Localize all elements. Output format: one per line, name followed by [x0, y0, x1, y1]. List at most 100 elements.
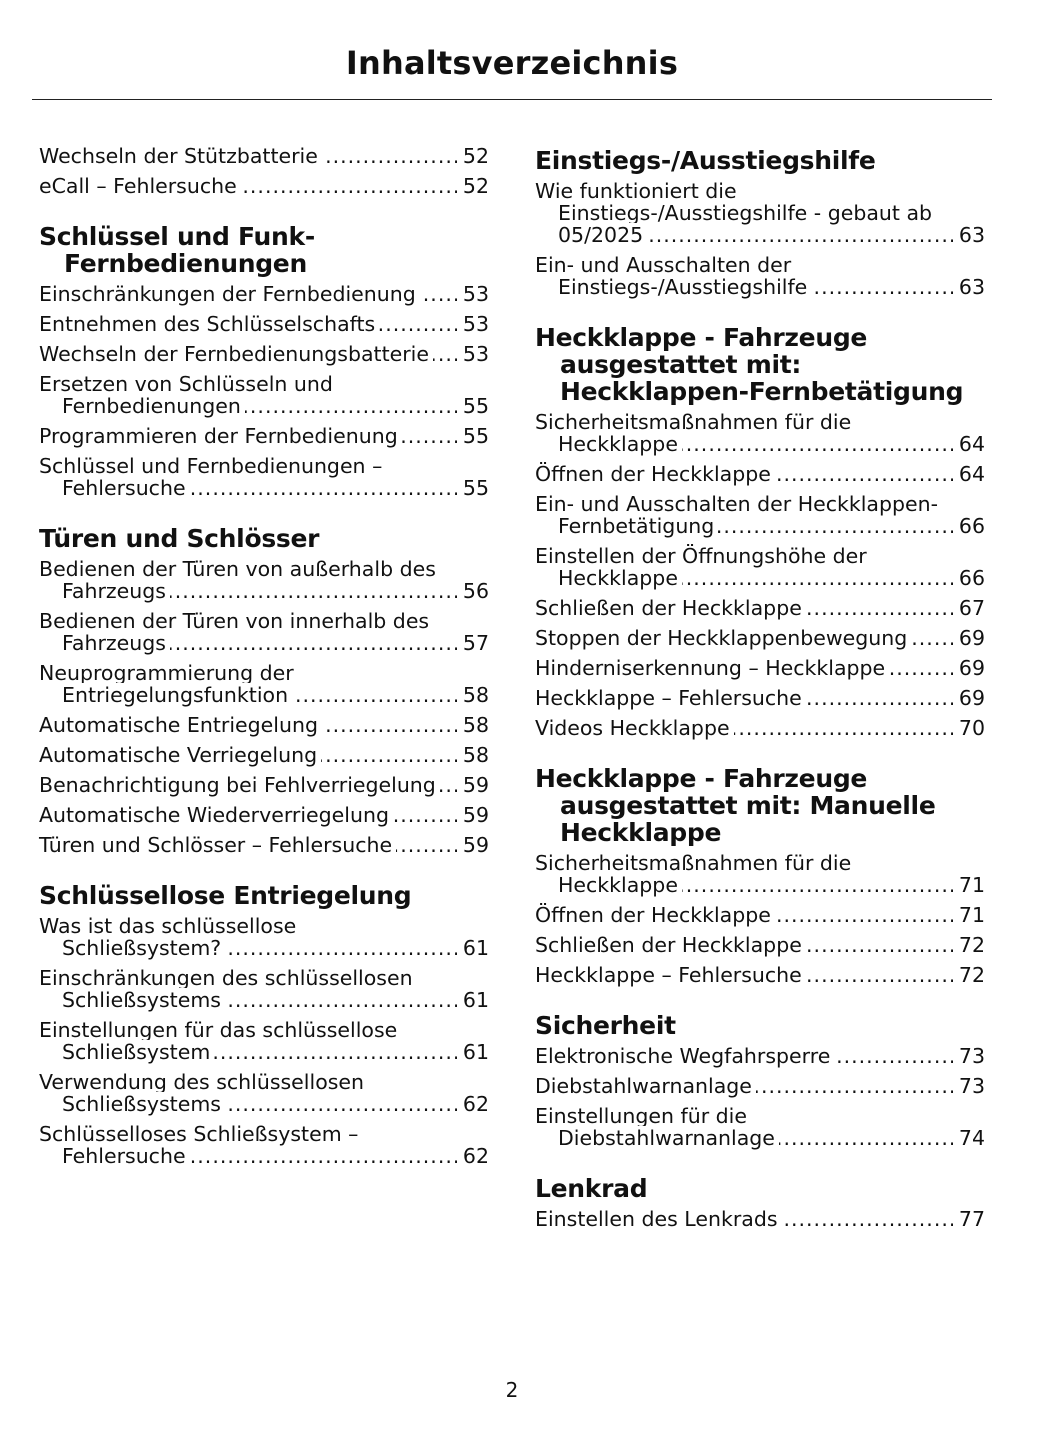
dot-leader: ........................................…: [558, 224, 953, 246]
section-heading: Schlüssellose Entriegelung: [39, 881, 412, 910]
entry-page: 73: [958, 1074, 985, 1098]
title-rule: [32, 99, 992, 100]
entry-title: Automatische Entriegelung: [39, 713, 322, 737]
section-heading: Heckklappe - Fahrzeuge ausgestattet mit:…: [535, 764, 936, 847]
toc-entry[interactable]: Hinderniserkennung – Heckklappe.........…: [535, 656, 985, 680]
entry-page: 73: [958, 1044, 985, 1068]
entry-page: 64: [958, 462, 985, 486]
entry-page: 67: [958, 596, 985, 620]
toc-entry[interactable]: Einschränkungen des schlüssellosen Schli…: [39, 966, 489, 1012]
toc-entry[interactable]: Schlüsselloses Schließsystem – Fehlersuc…: [39, 1122, 489, 1168]
toc-entry[interactable]: Einstellen der Öffnungshöhe der Heckklap…: [535, 544, 985, 590]
entry-page: 53: [462, 342, 489, 366]
page-title: Inhaltsverzeichnis: [345, 44, 679, 82]
toc-entry[interactable]: Was ist das schlüssellose Schließsystem?…: [39, 914, 489, 960]
entry-title: Wechseln der Stützbatterie: [39, 144, 322, 168]
entry-page: 69: [958, 626, 985, 650]
section-heading: Lenkrad: [535, 1174, 648, 1203]
entry-title: Elektronische Wegfahrsperre: [535, 1044, 835, 1068]
section-heading: Heckklappe - Fahrzeuge ausgestattet mit:…: [535, 323, 964, 406]
entry-page: 62: [462, 1092, 489, 1116]
toc-entry[interactable]: Sicherheitsmaßnahmen für die Heckklappe.…: [535, 851, 985, 897]
entry-page: 61: [462, 1040, 489, 1064]
toc-entry[interactable]: Heckklappe – Fehlersuche................…: [535, 686, 985, 710]
toc-entry[interactable]: Bedienen der Türen von innerhalb des Fah…: [39, 609, 489, 655]
entry-page: 55: [462, 394, 489, 418]
toc-entry[interactable]: Einstellen des Lenkrads.................…: [535, 1207, 985, 1231]
toc-entry[interactable]: Diebstahlwarnanlage.....................…: [535, 1074, 985, 1098]
entry-title: Automatische Verriegelung: [39, 743, 322, 767]
toc-section: Schlüssellose Entriegelung Was ist das sc…: [39, 881, 489, 1168]
entry-title: Ein- und Ausschalten der Einstiegs-/Auss…: [535, 253, 812, 299]
toc-section: Schlüssel und Funk-Fernbedienungen Einsch…: [39, 222, 489, 500]
toc-entry[interactable]: Öffnen der Heckklappe...................…: [535, 903, 985, 927]
toc-entry[interactable]: Ein- und Ausschalten der Heckklappen-Fer…: [535, 492, 985, 538]
toc-entry[interactable]: Verwendung des schlüssellosen Schließsys…: [39, 1070, 489, 1116]
entry-title: Stoppen der Heckklappenbewegung: [535, 626, 912, 650]
entry-page: 58: [462, 683, 489, 707]
entry-page: 59: [462, 833, 489, 857]
toc-entry[interactable]: Programmieren der Fernbedienung.........…: [39, 424, 489, 448]
entry-title: Diebstahlwarnanlage: [535, 1074, 756, 1098]
toc-entry[interactable]: Schlüssel und Fernbedienungen – Fehlersu…: [39, 454, 489, 500]
entry-page: 64: [958, 432, 985, 456]
toc-entry[interactable]: Ein- und Ausschalten der Einstiegs-/Auss…: [535, 253, 985, 299]
toc-entry[interactable]: Wie funktioniert die Einstiegs-/Ausstieg…: [535, 179, 985, 247]
entry-title: Entnehmen des Schlüsselschafts: [39, 312, 380, 336]
entry-title: Öffnen der Heckklappe: [535, 462, 775, 486]
toc-entry[interactable]: Einstellungen für das schlüssellose Schl…: [39, 1018, 489, 1064]
toc-entry[interactable]: Automatische Wiederverriegelung.........…: [39, 803, 489, 827]
toc-section: Wechseln der Stützbatterie..............…: [39, 144, 489, 198]
entry-page: 55: [462, 476, 489, 500]
entry-page: 61: [462, 936, 489, 960]
entry-page: 74: [958, 1126, 985, 1150]
toc-entry[interactable]: Bedienen der Türen von außerhalb des Fah…: [39, 557, 489, 603]
toc-section: Heckklappe - Fahrzeuge ausgestattet mit:…: [535, 764, 985, 987]
column: Wechseln der Stützbatterie..............…: [39, 144, 489, 1193]
toc-entry[interactable]: Neuprogrammierung der Entriegelungsfunkt…: [39, 661, 489, 707]
entry-page: 53: [462, 312, 489, 336]
entry-page: 72: [958, 963, 985, 987]
toc-entry[interactable]: Videos Heckklappe.......................…: [535, 716, 985, 740]
toc-section: Heckklappe - Fahrzeuge ausgestattet mit:…: [535, 323, 985, 740]
toc-entry[interactable]: Elektronische Wegfahrsperre.............…: [535, 1044, 985, 1068]
entry-page: 58: [462, 743, 489, 767]
toc-entry[interactable]: Automatische Verriegelung...............…: [39, 743, 489, 767]
toc-entry[interactable]: Benachrichtigung bei Fehlverriegelung...…: [39, 773, 489, 797]
entry-page: 56: [462, 579, 489, 603]
entry-title: Einschränkungen der Fernbedienung: [39, 282, 420, 306]
entry-page: 52: [462, 174, 489, 198]
toc-entry[interactable]: Wechseln der Stützbatterie..............…: [39, 144, 489, 168]
toc-entry[interactable]: eCall – Fehlersuche.....................…: [39, 174, 489, 198]
page-number: 2: [505, 1378, 519, 1402]
section-heading: Schlüssel und Funk-Fernbedienungen: [39, 222, 315, 278]
entry-title: Schließen der Heckklappe: [535, 596, 806, 620]
entry-title: Türen und Schlösser – Fehlersuche: [39, 833, 397, 857]
toc-entry[interactable]: Wechseln der Fernbedienungsbatterie.....…: [39, 342, 489, 366]
toc-entry[interactable]: Türen und Schlösser – Fehlersuche.......…: [39, 833, 489, 857]
toc-entry[interactable]: Sicherheitsmaßnahmen für die Heckklappe.…: [535, 410, 985, 456]
toc-entry[interactable]: Entnehmen des Schlüsselschafts..........…: [39, 312, 489, 336]
toc-entry[interactable]: Automatische Entriegelung...............…: [39, 713, 489, 737]
entry-title: Einstellungen für die Diebstahlwarnanlag…: [535, 1104, 779, 1150]
entry-title: Schlüssel und Fernbedienungen – Fehlersu…: [39, 454, 383, 500]
entry-page: 61: [462, 988, 489, 1012]
toc-entry[interactable]: Einstellungen für die Diebstahlwarnanlag…: [535, 1104, 985, 1150]
toc-entry[interactable]: Schließen der Heckklappe................…: [535, 596, 985, 620]
toc-entry[interactable]: Heckklappe – Fehlersuche................…: [535, 963, 985, 987]
entry-page: 72: [958, 933, 985, 957]
section-heading: Einstiegs-/Ausstiegshilfe: [535, 146, 876, 175]
toc-entry[interactable]: Ersetzen von Schlüsseln und Fernbedienun…: [39, 372, 489, 418]
toc-entry[interactable]: Öffnen der Heckklappe...................…: [535, 462, 985, 486]
toc-entry[interactable]: Schließen der Heckklappe................…: [535, 933, 985, 957]
entry-page: 69: [958, 686, 985, 710]
entry-title: Einstellen des Lenkrads: [535, 1207, 782, 1231]
toc-entry[interactable]: Stoppen der Heckklappenbewegung.........…: [535, 626, 985, 650]
entry-title: Sicherheitsmaßnahmen für die Heckklappe: [535, 851, 852, 897]
toc-entry[interactable]: Einschränkungen der Fernbedienung.......…: [39, 282, 489, 306]
entry-title: Benachrichtigung bei Fehlverriegelung: [39, 773, 440, 797]
entry-page: 71: [958, 903, 985, 927]
entry-page: 53: [462, 282, 489, 306]
toc-section: Sicherheit Elektronische Wegfahrsperre...…: [535, 1012, 985, 1150]
entry-title: Wechseln der Fernbedienungsbatterie: [39, 342, 433, 366]
